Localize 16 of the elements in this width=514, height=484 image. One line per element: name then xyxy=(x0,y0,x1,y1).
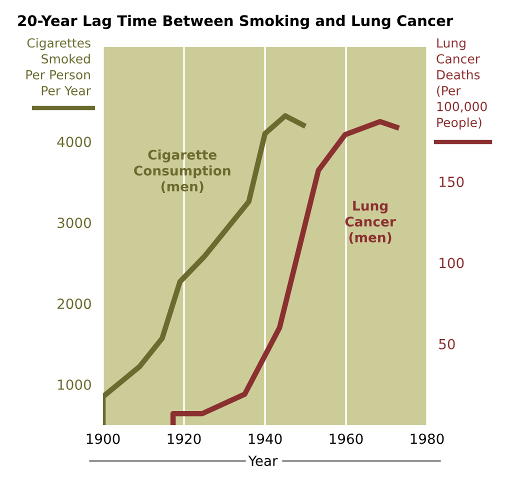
y-tick-label: 4000 xyxy=(57,136,91,148)
y2-tick-label: 50 xyxy=(439,338,455,350)
x-tick-label: 1960 xyxy=(330,434,363,444)
y-tick-label: 3000 xyxy=(58,218,91,228)
y-tick-label: 1000 xyxy=(58,379,91,390)
x-tick-label: 1980 xyxy=(410,434,444,444)
x-tick-label: 1940 xyxy=(248,434,282,444)
y2-axis-title: Lung Cancer Deaths (Per 100,000 People) xyxy=(436,38,487,130)
chart-title: 20-Year Lag Time Between Smoking and Lung Cancer xyxy=(18,14,454,30)
y-axis-title: Cigarettes Smoked Per Person Per Year xyxy=(26,38,91,96)
x-axis-title: Year xyxy=(248,456,278,466)
y2-tick-label: 100 xyxy=(440,258,464,268)
y2-tick-label: 150 xyxy=(440,176,464,188)
x-tick-label: 1920 xyxy=(168,434,201,444)
y-tick-label: 2000 xyxy=(58,298,91,310)
x-tick-label: 1900 xyxy=(86,434,120,444)
